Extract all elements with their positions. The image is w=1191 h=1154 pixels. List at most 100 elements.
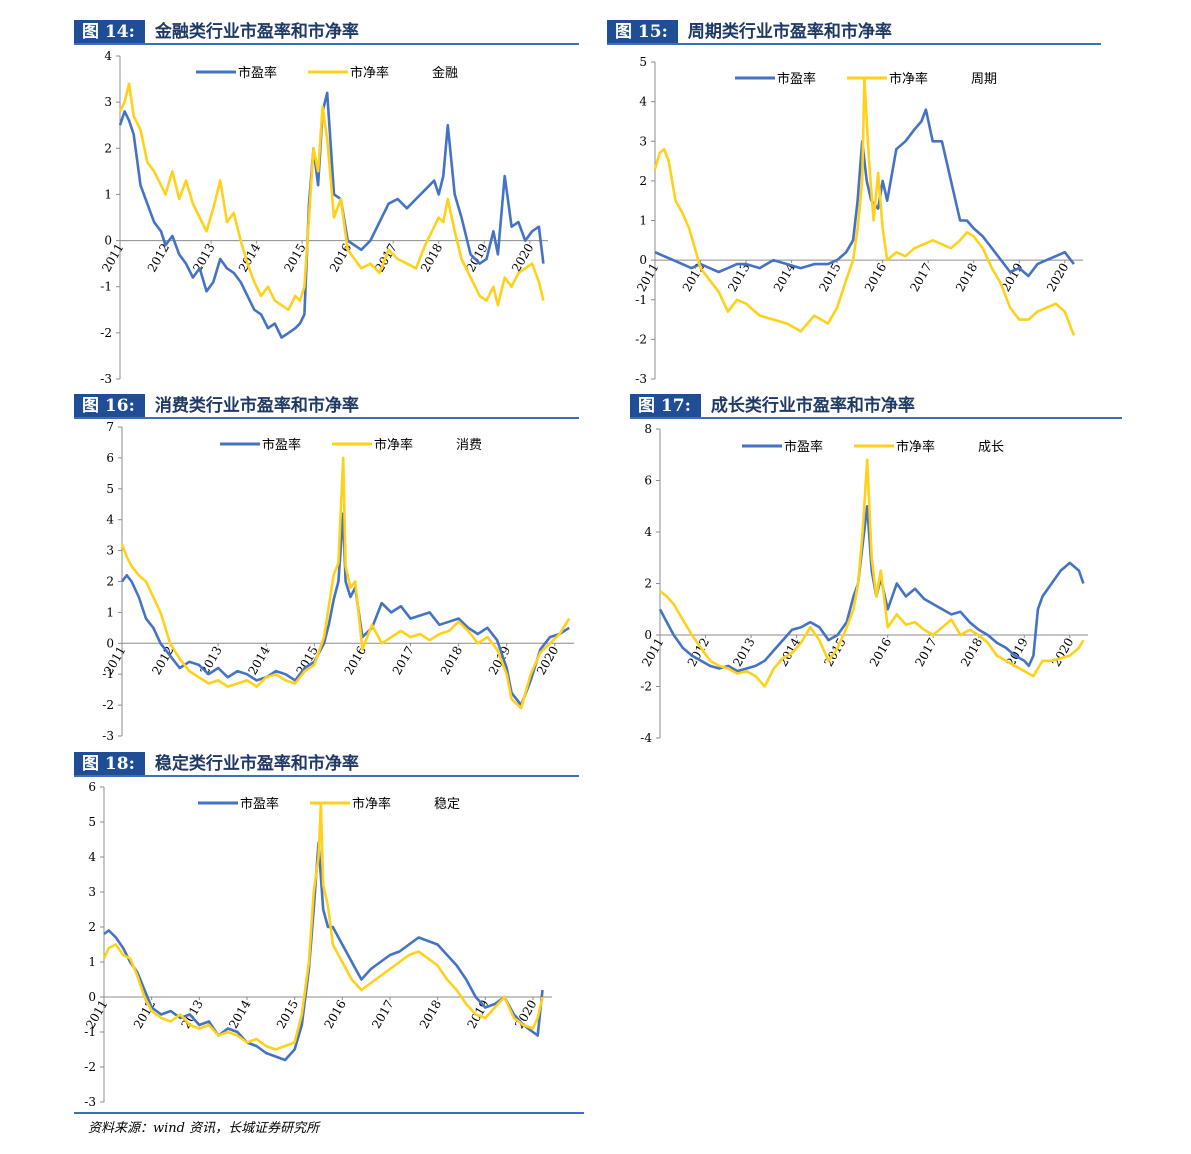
figure-16-label: 图 16: [74, 394, 145, 418]
figure-16-header: 图 16: 消费类行业市盈率和市净率 [74, 390, 359, 418]
y-tick-label: 6 [106, 451, 114, 465]
legend-pe-label: 市盈率 [240, 796, 279, 812]
figure-14-title: 金融类行业市盈率和市净率 [154, 22, 359, 42]
figure-17-rule [630, 417, 1122, 419]
pb-series-line [653, 76, 1076, 336]
x-tick-label: 2016 [321, 998, 348, 1031]
y-tick-label: 4 [104, 49, 112, 63]
figure-17-header: 图 17: 成长类行业市盈率和市净率 [630, 390, 915, 418]
figure-16-title: 消费类行业市盈率和市净率 [154, 396, 359, 416]
x-tick-label: 2017 [390, 644, 417, 677]
y-tick-label: 0 [88, 990, 96, 1004]
figure-15-header: 图 15: 周期类行业市盈率和市净率 [607, 16, 892, 44]
x-tick-label: 2018 [417, 998, 444, 1031]
pb-series-line [118, 82, 545, 312]
figure-18-title: 稳定类行业市盈率和市净率 [154, 754, 359, 774]
y-tick-label: -4 [640, 731, 652, 745]
x-tick-label: 2018 [953, 261, 980, 294]
y-tick-label: 1 [639, 214, 647, 228]
y-tick-label: 3 [106, 544, 114, 558]
y-tick-label: -2 [640, 680, 652, 694]
y-tick-label: -3 [100, 372, 112, 386]
legend-pb-label: 市净率 [352, 796, 391, 812]
y-tick-label: 4 [639, 95, 647, 109]
x-tick-label: 2011 [99, 241, 126, 274]
x-tick-label: 2016 [862, 261, 889, 294]
x-tick-label: 2020 [1044, 261, 1071, 294]
figure-15-rule [607, 43, 1101, 45]
pb-series-line [102, 803, 544, 1051]
x-tick-label: 2013 [730, 636, 757, 669]
figure-16-panel: 图 16: 消费类行业市盈率和市净率 [74, 390, 579, 740]
y-tick-label: -2 [100, 326, 112, 340]
x-tick-label: 2018 [958, 636, 985, 669]
figure-17-label: 图 17: [630, 394, 701, 418]
legend-pb-label: 市净率 [350, 65, 389, 81]
y-tick-label: 4 [644, 525, 652, 539]
legend-sector-label: 稳定 [434, 796, 460, 812]
y-tick-label: 1 [104, 187, 112, 201]
y-tick-label: 3 [104, 95, 112, 109]
x-tick-label: 2017 [907, 261, 934, 294]
y-tick-label: -1 [100, 280, 112, 294]
y-tick-label: 6 [644, 474, 652, 488]
legend-sector-label: 消费 [456, 438, 482, 453]
y-tick-label: 8 [644, 422, 652, 436]
x-tick-label: 2015 [274, 998, 301, 1031]
legend-sector-label: 金融 [432, 65, 458, 81]
pb-series-line [120, 456, 571, 710]
legend-sector-label: 周期 [971, 72, 997, 87]
figure-14-label: 图 14: [74, 20, 145, 44]
y-tick-label: 0 [106, 636, 114, 650]
x-tick-label: 2018 [438, 644, 465, 677]
pe-series-line [654, 108, 1075, 278]
figure-15-label: 图 15: [607, 20, 678, 44]
pe-series-line [118, 91, 545, 339]
y-tick-label: 2 [639, 174, 647, 188]
y-tick-label: 0 [104, 234, 112, 248]
pe-series-line [120, 512, 570, 707]
y-tick-label: 2 [106, 575, 114, 589]
y-tick-label: -1 [102, 667, 114, 681]
legend-pb-label: 市净率 [374, 437, 413, 453]
y-tick-label: 5 [106, 482, 114, 496]
y-tick-label: -2 [635, 332, 647, 346]
figure-16-rule [74, 417, 579, 419]
y-tick-label: 0 [644, 628, 652, 642]
y-tick-label: 4 [106, 513, 114, 527]
x-tick-label: 2012 [145, 241, 172, 274]
x-tick-label: 2013 [190, 241, 217, 274]
y-tick-label: -2 [84, 1060, 96, 1074]
y-tick-label: 6 [88, 780, 96, 794]
x-tick-label: 2016 [327, 241, 354, 274]
y-tick-label: 2 [644, 577, 652, 591]
figure-18-header: 图 18: 稳定类行业市盈率和市净率 [74, 748, 359, 776]
figure-15-title: 周期类行业市盈率和市净率 [687, 22, 892, 42]
figure-15-panel: 图 15: 周期类行业市盈率和市净率 [607, 16, 1101, 386]
figure-18-label: 图 18: [74, 752, 145, 776]
source-note: 资料来源：wind 资讯，长城证券研究所 [88, 1121, 320, 1136]
y-tick-label: 3 [88, 885, 96, 899]
y-tick-label: 5 [88, 815, 96, 829]
figure-18-panel: 图 18: 稳定类行业市盈率和市净率 [74, 748, 584, 1116]
x-tick-label: 2011 [83, 998, 110, 1031]
x-tick-label: 2011 [101, 644, 128, 677]
figure-17-title: 成长类行业市盈率和市净率 [710, 396, 915, 416]
x-tick-label: 2017 [912, 636, 939, 669]
x-tick-label: 2016 [342, 644, 369, 677]
y-tick-label: 3 [639, 134, 647, 148]
y-tick-label: 7 [106, 420, 114, 434]
y-tick-label: -3 [102, 729, 114, 743]
x-tick-label: 2011 [634, 261, 661, 294]
source-rule [74, 1112, 584, 1114]
figure-17-panel: 图 17: 成长类行业市盈率和市净率 [630, 390, 1122, 740]
x-tick-label: 2016 [867, 636, 894, 669]
y-tick-label: 4 [88, 850, 96, 864]
figure-14-panel: 图 14: 金融类行业市盈率和市净率 [74, 16, 579, 386]
legend-sector-label: 成长 [978, 440, 1004, 455]
x-tick-label: 2015 [816, 261, 843, 294]
